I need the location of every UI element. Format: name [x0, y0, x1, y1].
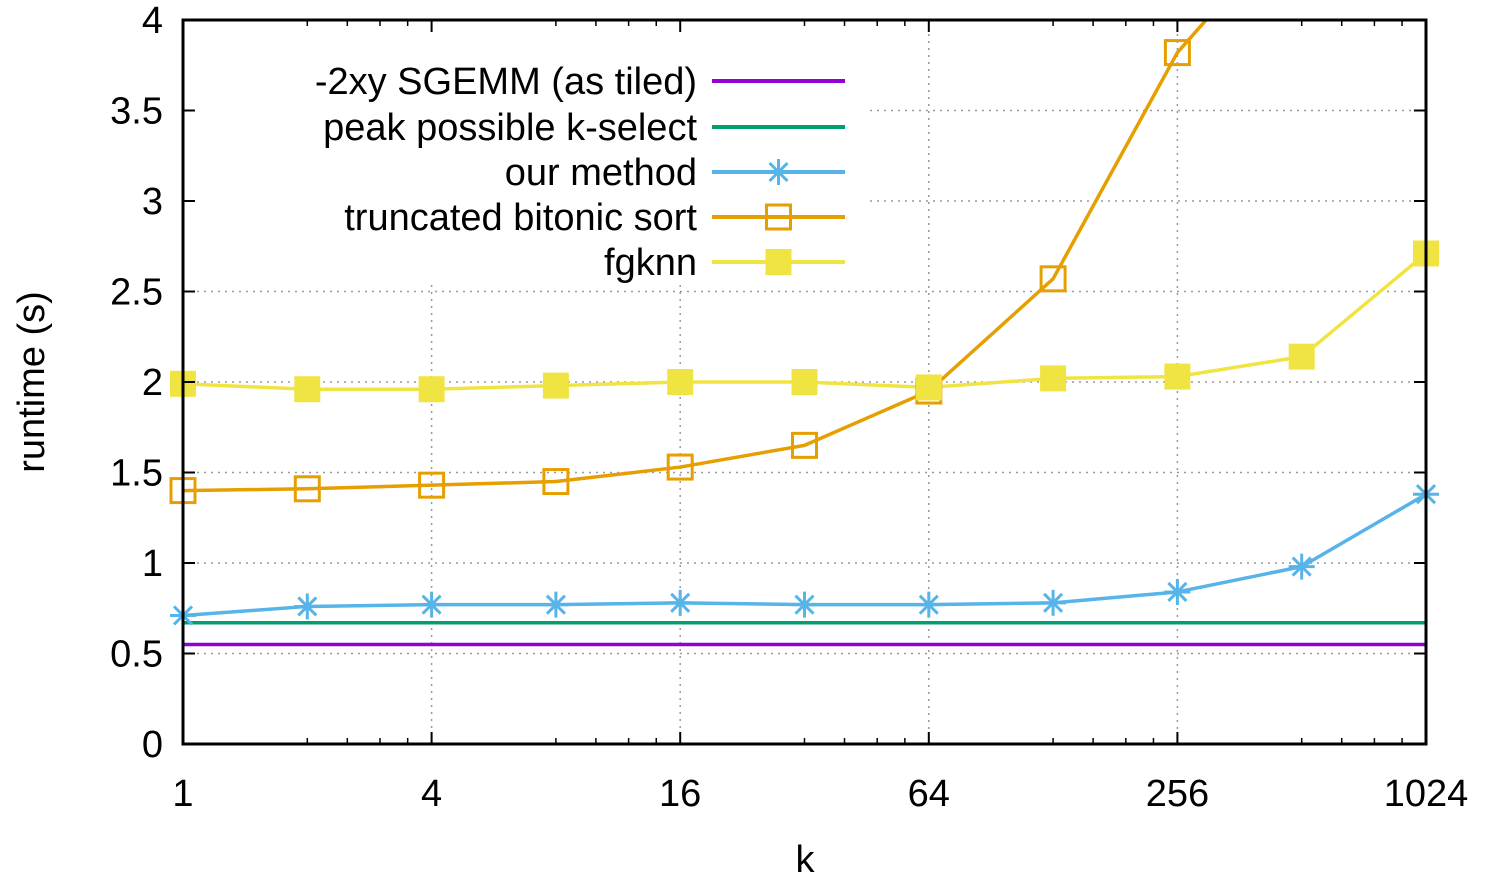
y-tick-label: 1: [142, 543, 163, 585]
legend-label: -2xy SGEMM (as tiled): [315, 61, 697, 103]
y-tick-label: 3: [142, 181, 163, 223]
asterisk-marker: [1288, 553, 1315, 580]
filled-square-marker: [765, 249, 792, 275]
x-axis-title: k: [796, 839, 816, 881]
marker-stroke: [421, 594, 442, 615]
marker-stroke: [794, 594, 815, 615]
asterisk-marker: [915, 591, 942, 618]
marker-stroke: [670, 592, 691, 613]
asterisk-marker: [418, 591, 445, 618]
asterisk-marker: [765, 159, 792, 185]
marker-stroke: [1291, 556, 1312, 577]
legend-label: truncated bitonic sort: [344, 197, 697, 239]
legend-label: our method: [505, 152, 697, 194]
x-tick-label: 1024: [1384, 773, 1469, 815]
marker-stroke: [1167, 581, 1188, 603]
y-tick-label: 3.5: [110, 91, 163, 133]
open-square-marker: [293, 475, 321, 503]
y-tick-label: 4: [142, 0, 163, 42]
open-square-marker: [542, 468, 570, 496]
x-tick-label: 64: [908, 773, 950, 815]
marker-stroke: [297, 596, 318, 617]
legend: -2xy SGEMM (as tiled)peak possible k-sel…: [315, 61, 845, 284]
marker-stroke: [1043, 592, 1064, 613]
series-line: [183, 252, 1426, 391]
asterisk-marker: [294, 593, 321, 620]
asterisk-marker: [667, 589, 694, 616]
marker-stroke: [768, 161, 789, 183]
y-tick-label: 0: [142, 724, 163, 766]
marker-stroke: [545, 594, 566, 615]
y-axis-title: runtime (s): [11, 291, 53, 473]
open-square-marker: [418, 471, 446, 499]
filled-square-marker: [915, 374, 942, 401]
x-tick-label: 16: [659, 773, 701, 815]
filled-square-marker: [1164, 363, 1191, 390]
series-line: [183, 20, 1209, 493]
x-tick-label: 4: [421, 773, 442, 815]
open-square-marker: [1163, 39, 1191, 67]
asterisk-marker: [1164, 578, 1191, 605]
filled-square-marker: [1040, 365, 1067, 392]
y-tick-label: 2: [142, 362, 163, 404]
open-square-marker: [765, 203, 792, 231]
asterisk-marker: [542, 591, 569, 618]
x-tick-label: 256: [1146, 773, 1209, 815]
filled-square-marker: [418, 376, 445, 403]
open-square-marker: [1039, 265, 1067, 293]
filled-square-marker: [294, 376, 321, 403]
filled-square-marker: [667, 369, 694, 395]
filled-square-marker: [1288, 343, 1315, 370]
y-tick-label: 0.5: [110, 634, 163, 676]
legend-label: peak possible k-select: [323, 107, 697, 149]
filled-square-marker: [791, 369, 818, 395]
asterisk-marker: [791, 591, 818, 618]
open-square-marker: [791, 431, 818, 459]
x-tick-label: 1: [172, 773, 193, 815]
open-square-marker: [666, 453, 694, 481]
filled-square-marker: [542, 372, 569, 399]
axis-ticks: 0 0.5 1 1.5 2 2.5 3 3.5 4 1 4 16 64 256 1024: [110, 0, 1468, 815]
marker-stroke: [918, 594, 939, 615]
asterisk-marker: [1040, 589, 1067, 616]
legend-label: fgknn: [604, 242, 697, 284]
y-tick-label: 1.5: [110, 453, 163, 495]
y-tick-label: 2.5: [110, 272, 163, 314]
